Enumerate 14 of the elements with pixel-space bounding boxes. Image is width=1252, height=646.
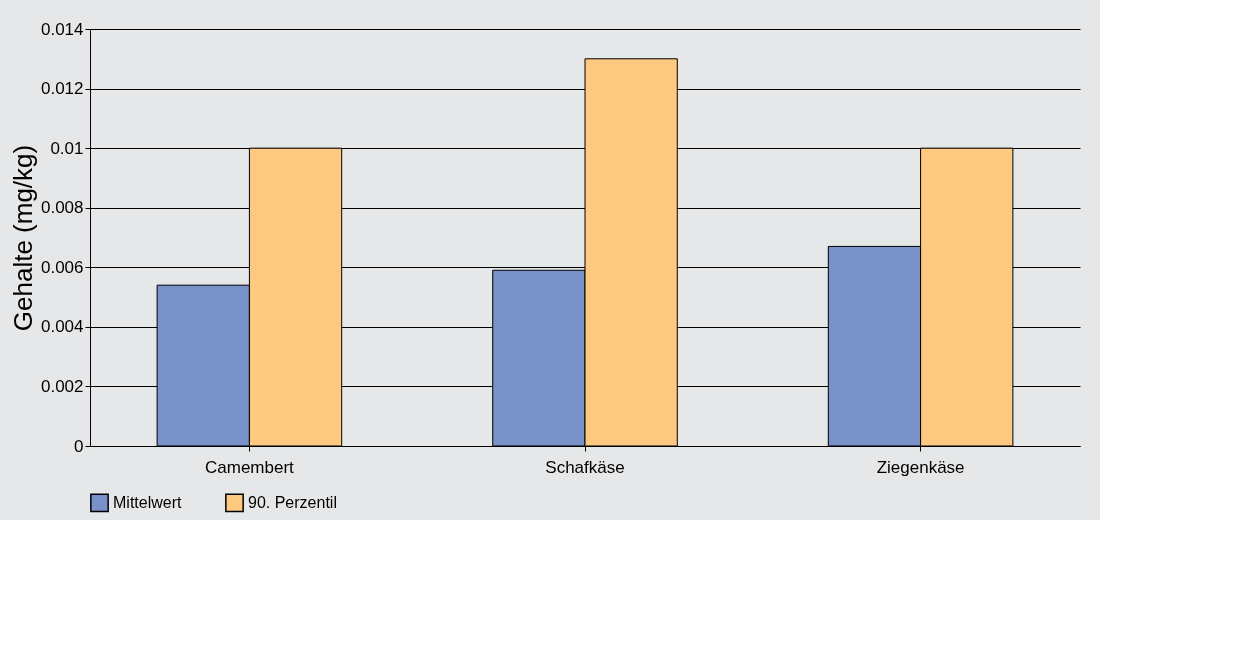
y-tick-label: 0.006 xyxy=(40,257,84,277)
y-tick-label: 0.01 xyxy=(50,138,84,158)
y-axis-title: Gehalte (mg/kg) xyxy=(7,144,38,332)
legend-label: Mittelwert xyxy=(113,493,183,511)
y-tick-label: 0.012 xyxy=(40,79,84,99)
y-tick-label: 0.014 xyxy=(40,19,84,39)
legend-label: 90. Perzentil xyxy=(248,493,337,511)
y-tick-label: 0.008 xyxy=(40,198,84,218)
y-tick-label: 0.002 xyxy=(40,376,84,396)
y-tick-label: 0.004 xyxy=(40,317,84,337)
x-tick-label: Ziegenkäse xyxy=(876,457,965,477)
x-tick-label: Camembert xyxy=(205,457,295,477)
y-tick-label: 0 xyxy=(74,436,84,456)
x-tick-label: Schafkäse xyxy=(545,457,625,477)
